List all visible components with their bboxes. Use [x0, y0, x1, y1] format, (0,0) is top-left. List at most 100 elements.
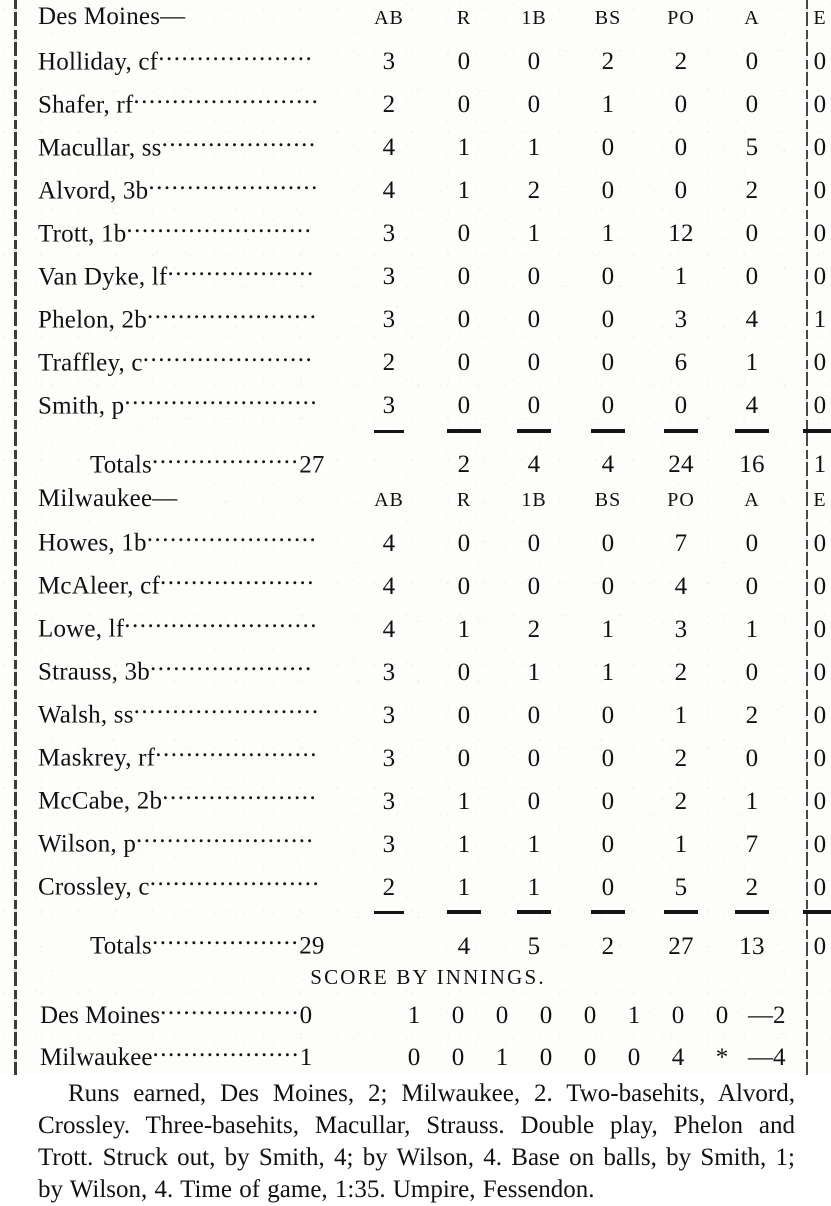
leader-dots: ......................	[149, 864, 321, 891]
innings-final-score: —4	[748, 1044, 786, 1071]
column-header-e: E	[813, 488, 827, 511]
totals-rule-bs	[570, 904, 646, 920]
stat-r: 0	[457, 529, 471, 557]
player-name: Macullar, ss....................	[38, 122, 348, 165]
inning-6: 0	[583, 1002, 597, 1029]
stat-1b: 1	[527, 134, 541, 161]
player-row: Wilson, p....................... 3 1 1 0 1 7 0	[38, 818, 831, 861]
stat-bs: 0	[601, 306, 615, 333]
stat-e: 0	[813, 701, 827, 729]
leader-dots: ......................	[146, 296, 318, 324]
stat-e: 0	[813, 787, 827, 815]
column-header-po: PO	[667, 7, 695, 29]
column-header-po: PO	[667, 488, 695, 511]
player-row: Shafer, rf........................ 2 0 0 1 0 0…	[38, 79, 831, 122]
stat-1b: 0	[527, 529, 541, 557]
stat-r: 0	[457, 744, 471, 772]
player-row: Trott, 1b........................ 3 0 1 1 12 0…	[38, 208, 831, 251]
stat-1b: 1	[527, 873, 541, 901]
innings-first-inline: 1	[299, 1044, 313, 1071]
rule-mark	[735, 910, 769, 914]
stat-e: 0	[813, 744, 827, 772]
stat-po: 2	[674, 787, 688, 815]
stat-1b: 0	[527, 263, 541, 290]
totals-rule-po	[646, 904, 716, 920]
stat-1b: 1	[527, 220, 541, 247]
stat-ab: 4	[382, 572, 396, 600]
inning-1	[348, 990, 392, 1032]
stat-r: 0	[457, 658, 471, 686]
player-row: Howes, 1b...................... 4 0 0 0 7 0 0	[38, 517, 831, 560]
boxscore-sheet: Des Moines— AB R 1B BS PO A E Holliday, cf......…	[38, 0, 831, 1203]
stat-a: 0	[745, 529, 759, 557]
player-name-label: Wilson, p	[38, 830, 137, 858]
innings-team-label: Milwaukee	[40, 1044, 153, 1071]
column-header-e: E	[813, 7, 827, 29]
stat-a: 2	[745, 177, 759, 204]
player-name: Holliday, cf....................	[38, 36, 348, 79]
summary-line-3: Macullar, Strauss. Double play, Phelon a…	[314, 1112, 795, 1139]
stat-po: 1	[674, 263, 688, 290]
stat-a: 0	[745, 220, 759, 247]
totals-a: 16	[739, 451, 765, 478]
stat-a: 0	[745, 263, 759, 290]
stat-e: 0	[813, 658, 827, 686]
stat-r: 0	[457, 572, 471, 600]
totals-rule-e	[788, 904, 831, 920]
team-name: Milwaukee—	[38, 482, 348, 518]
stat-po: 1	[674, 830, 688, 858]
stat-a: 1	[745, 787, 759, 815]
stat-r: 0	[457, 349, 471, 376]
totals-rule-ab	[348, 904, 430, 920]
stat-e: 1	[813, 306, 827, 333]
stat-r: 1	[457, 615, 471, 643]
column-rule-left	[14, 0, 17, 1075]
totals-bs: 2	[601, 932, 615, 960]
stat-1b: 1	[527, 830, 541, 858]
stat-bs: 0	[601, 701, 615, 729]
leader-dots: ....................	[159, 563, 315, 590]
stat-e: 0	[813, 263, 827, 290]
stat-r: 1	[457, 177, 471, 204]
stat-bs: 1	[601, 91, 615, 118]
player-name: Crossley, c......................	[38, 861, 348, 904]
stat-ab: 2	[382, 873, 396, 901]
stat-e: 0	[813, 830, 827, 858]
player-row: McAleer, cf.................... 4 0 0 0 4 0 0	[38, 560, 831, 603]
stat-bs: 0	[601, 392, 615, 419]
innings-team-name: Milwaukee...................1	[38, 1032, 348, 1074]
stat-a: 0	[745, 48, 759, 75]
leader-dots: ......................	[142, 339, 314, 367]
game-summary: Runs earned, Des Moines, 2; Milwaukee, 2…	[38, 1078, 795, 1206]
player-name: Traffley, c......................	[38, 337, 348, 380]
inning-9: *	[715, 1044, 729, 1071]
player-name: Shafer, rf........................	[38, 79, 348, 122]
innings-final-score: —2	[748, 1002, 786, 1029]
stat-ab: 3	[382, 220, 396, 247]
player-name-label: Macullar, ss	[38, 134, 162, 161]
innings-row: Milwaukee...................1 0 0 1 0 0 0 4 * —4	[38, 1032, 831, 1074]
player-name: McCabe, 2b....................	[38, 775, 348, 818]
totals-1b: 5	[527, 932, 541, 960]
totals-rule-r	[430, 904, 498, 920]
stat-po: 7	[674, 529, 688, 557]
stat-ab: 3	[382, 392, 396, 419]
player-row: Traffley, c...................... 2 0 0 0 6 1 0	[38, 337, 831, 380]
player-name-label: McAleer, cf	[38, 572, 160, 600]
stat-a: 1	[745, 615, 759, 643]
totals-rule-r	[430, 423, 498, 439]
stat-ab: 3	[382, 787, 396, 815]
stat-a: 0	[745, 91, 759, 118]
stat-bs: 0	[601, 744, 615, 772]
totals-rule-a	[716, 423, 788, 439]
totals-rule-1b	[498, 904, 570, 920]
stat-po: 5	[674, 873, 688, 901]
player-name-label: Alvord, 3b	[38, 177, 149, 204]
inning-4: 0	[495, 1002, 509, 1029]
summary-line-4: Trott. Struck out, by Smith, 4; by Wilso…	[38, 1144, 503, 1171]
totals-rule-1b	[498, 423, 570, 439]
team-name-label: Des Moines—	[38, 3, 186, 30]
stat-a: 1	[745, 349, 759, 376]
stat-e: 0	[813, 392, 827, 419]
column-header-ab: AB	[374, 488, 404, 511]
